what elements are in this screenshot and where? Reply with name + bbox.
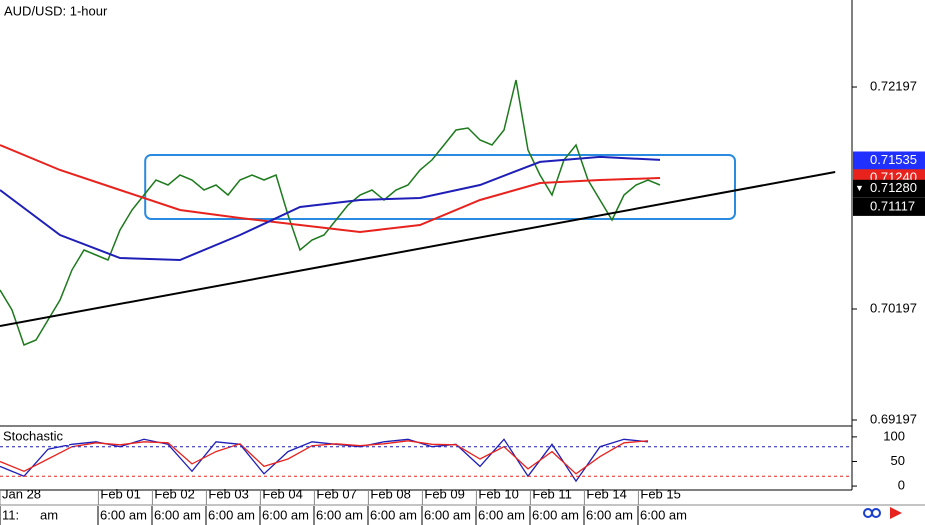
- x-tick-label: Feb 08: [370, 486, 410, 501]
- link-icon[interactable]: [871, 508, 881, 518]
- y-tick-label: 0.69197: [870, 411, 917, 426]
- price-label: 0.71117: [870, 198, 915, 213]
- moving-average: [0, 144, 661, 234]
- x-tick-label: Feb 11: [532, 486, 572, 501]
- time-label: 6:00 am: [208, 507, 255, 522]
- time-label: 6:00 am: [586, 507, 633, 522]
- time-label: 6:00 am: [100, 507, 147, 522]
- tool-icons[interactable]: [863, 507, 902, 519]
- y-tick-label: 0.70197: [870, 300, 917, 315]
- time-label: 6:00 am: [478, 507, 525, 522]
- time-label: 6:00 am: [532, 507, 579, 522]
- stoch-title: Stochastic: [3, 428, 63, 443]
- title-bg: [1, 1, 121, 21]
- chart-title: AUD/USD: 1-hour: [4, 3, 108, 18]
- price-label: 0.71280: [870, 180, 917, 195]
- time-label: 6:00 am: [154, 507, 201, 522]
- time-label: 6:00 am: [424, 507, 471, 522]
- trendline: [0, 171, 836, 327]
- x-tick-label: Feb 01: [100, 486, 140, 501]
- stoch-title-bg: [1, 429, 69, 445]
- x-tick-label: Feb 15: [640, 486, 680, 501]
- range-box: [144, 153, 736, 220]
- x-tick-label: Feb 02: [154, 486, 194, 501]
- time-label: 6:00 am: [370, 507, 417, 522]
- stoch-tick-label: 0: [898, 478, 905, 493]
- price-arrow: ▼: [855, 183, 864, 193]
- x-tick-label: Feb 09: [424, 486, 464, 501]
- price-label-box: [853, 151, 925, 170]
- stoch-tick-label: 50: [891, 453, 905, 468]
- stoch-line: [0, 440, 649, 475]
- x-tick-label: Feb 04: [262, 486, 302, 501]
- price-label-box: [853, 197, 925, 216]
- time-label: 6:00 am: [316, 507, 363, 522]
- x-tick-label: Feb 14: [586, 486, 626, 501]
- y-tick-label: 0.72197: [870, 78, 917, 93]
- time-label: 6:00 am: [640, 507, 687, 522]
- time-label: am: [40, 507, 58, 522]
- time-label: 6:00 am: [262, 507, 309, 522]
- price-label-box: [853, 179, 925, 198]
- x-tick-label: Jan 28: [2, 486, 41, 501]
- price-label: 0.71535: [870, 152, 917, 167]
- arrow-icon[interactable]: [890, 507, 902, 519]
- time-label: 11:: [2, 507, 19, 522]
- x-tick-label: Feb 10: [478, 486, 518, 501]
- stoch-tick-label: 100: [883, 428, 905, 443]
- x-tick-label: Feb 03: [208, 486, 248, 501]
- x-tick-label: Feb 07: [316, 486, 356, 501]
- moving-average: [0, 155, 661, 262]
